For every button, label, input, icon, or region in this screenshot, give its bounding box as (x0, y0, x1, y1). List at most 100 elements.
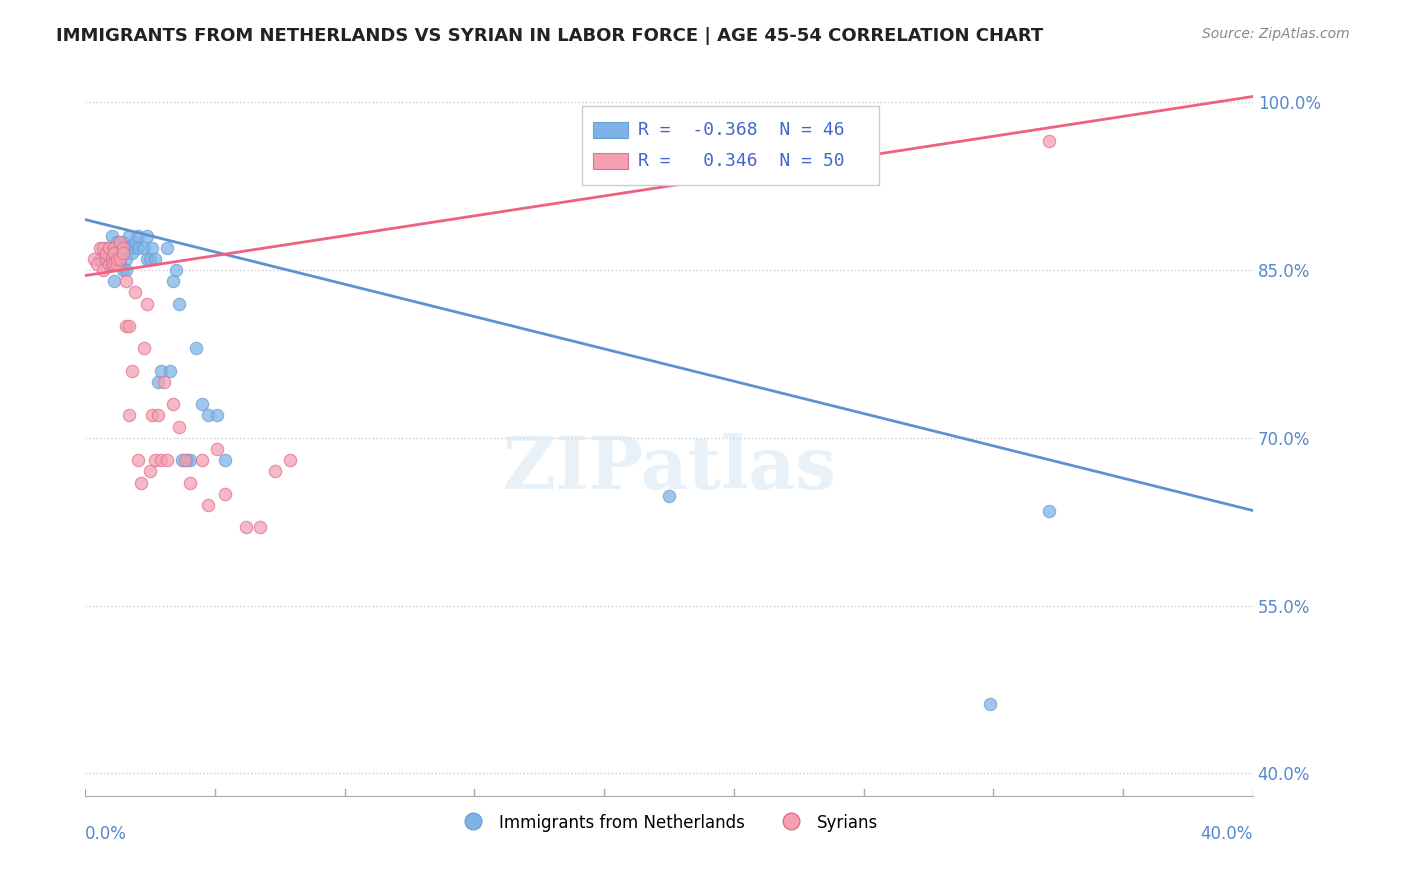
Point (89, 252, 111, 266)
Point (167, 419, 190, 434)
Point (167, 296, 190, 310)
Point (115, 274, 138, 288)
Point (118, 229, 141, 244)
Text: R =  -0.368  N = 46: R = -0.368 N = 46 (637, 120, 844, 138)
Point (129, 475, 152, 490)
Point (165, 263, 187, 277)
Point (112, 263, 135, 277)
Bar (593, 153, 628, 169)
Point (205, 442, 228, 456)
Text: IMMIGRANTS FROM NETHERLANDS VS SYRIAN IN LABOR FORCE | AGE 45-54 CORRELATION CHA: IMMIGRANTS FROM NETHERLANDS VS SYRIAN IN… (56, 27, 1043, 45)
Point (191, 453, 214, 467)
Point (132, 341, 155, 355)
Point (107, 235, 129, 249)
Point (112, 235, 135, 249)
Point (214, 453, 236, 467)
Point (191, 397, 214, 411)
Point (138, 252, 160, 266)
Point (127, 453, 149, 467)
Point (118, 318, 141, 333)
Point (127, 229, 149, 244)
Point (1038, 503, 1060, 517)
Point (162, 397, 184, 411)
Point (94, 252, 117, 266)
Point (97, 241, 120, 255)
Point (94, 246, 117, 260)
Point (124, 235, 146, 249)
Bar (593, 121, 628, 137)
Point (197, 498, 219, 512)
Point (143, 252, 166, 266)
Point (103, 257, 125, 271)
Point (138, 464, 160, 478)
Point (143, 453, 166, 467)
Point (658, 489, 681, 503)
Point (112, 246, 135, 260)
Point (156, 241, 179, 255)
Point (100, 252, 122, 266)
Point (148, 409, 170, 423)
Point (979, 697, 1001, 711)
Text: R =   0.346  N = 50: R = 0.346 N = 50 (637, 152, 844, 169)
Point (159, 364, 181, 378)
Point (83, 252, 105, 266)
Point (118, 241, 141, 255)
Text: Source: ZipAtlas.com: Source: ZipAtlas.com (1202, 27, 1350, 41)
Legend: Immigrants from Netherlands, Syrians: Immigrants from Netherlands, Syrians (454, 807, 884, 838)
Point (107, 252, 129, 266)
Point (97, 257, 120, 271)
Point (176, 453, 198, 467)
Point (118, 409, 141, 423)
Point (107, 257, 129, 271)
Point (135, 252, 157, 266)
Point (91, 241, 114, 255)
Point (121, 246, 143, 260)
Point (249, 520, 271, 534)
FancyBboxPatch shape (582, 106, 879, 185)
Point (103, 246, 125, 260)
Point (1038, 134, 1060, 148)
Point (112, 246, 135, 260)
Point (107, 252, 129, 266)
Point (235, 520, 257, 534)
Point (112, 241, 135, 255)
Point (148, 375, 170, 389)
Point (162, 274, 184, 288)
Point (100, 257, 122, 271)
Point (121, 241, 143, 255)
Point (156, 453, 179, 467)
Point (170, 453, 193, 467)
Point (115, 263, 138, 277)
Point (153, 375, 176, 389)
Point (103, 274, 125, 288)
Point (135, 296, 157, 310)
Point (150, 364, 173, 378)
Point (110, 235, 132, 249)
Point (141, 409, 163, 423)
Point (179, 453, 201, 467)
Text: ZIPatlas: ZIPatlas (502, 433, 837, 504)
Point (179, 475, 201, 490)
Point (214, 487, 236, 501)
Point (132, 241, 155, 255)
Point (97, 257, 120, 271)
Point (205, 409, 228, 423)
Point (89, 241, 111, 255)
Point (278, 453, 301, 467)
Point (141, 241, 163, 255)
Point (94, 241, 117, 255)
Point (115, 252, 138, 266)
Text: 0.0%: 0.0% (86, 825, 127, 843)
Point (135, 229, 157, 244)
Point (173, 453, 195, 467)
Point (124, 285, 146, 300)
Point (197, 409, 219, 423)
Point (121, 364, 143, 378)
Point (127, 241, 149, 255)
Point (103, 257, 125, 271)
Point (103, 241, 125, 255)
Point (110, 252, 132, 266)
Text: 40.0%: 40.0% (1201, 825, 1253, 843)
Point (115, 318, 138, 333)
Point (91, 263, 114, 277)
